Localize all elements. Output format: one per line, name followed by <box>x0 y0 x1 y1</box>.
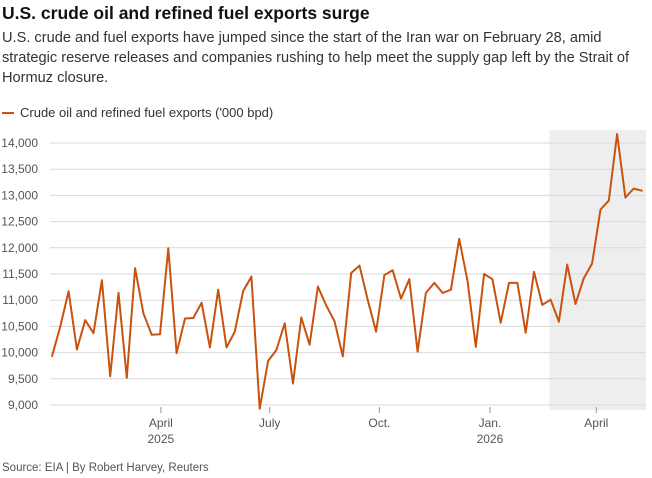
data-point <box>317 285 319 288</box>
data-point <box>400 297 402 300</box>
chart-subtitle: U.S. crude and fuel exports have jumped … <box>2 30 630 86</box>
data-point <box>474 345 477 348</box>
data-point <box>159 333 161 336</box>
x-tick-label: Oct. <box>368 416 390 430</box>
data-point <box>150 333 153 336</box>
data-point <box>582 277 585 280</box>
data-point <box>624 196 627 199</box>
data-point <box>391 269 394 272</box>
data-point <box>175 352 178 354</box>
y-tick-label: 13,500 <box>1 162 38 176</box>
x-tick-label: April <box>584 416 608 430</box>
data-point <box>84 319 87 321</box>
shaded-period <box>549 130 646 410</box>
y-tick-label: 12,500 <box>1 215 38 229</box>
data-point <box>92 332 95 335</box>
data-point <box>125 376 128 379</box>
data-point <box>59 325 62 328</box>
data-point <box>275 349 278 351</box>
data-point <box>632 187 635 190</box>
data-point <box>109 375 112 378</box>
series-line <box>51 133 643 410</box>
data-point <box>167 247 170 250</box>
data-point <box>524 331 527 334</box>
data-point <box>217 288 220 291</box>
data-point <box>483 273 485 275</box>
x-tick-label: Jan. <box>479 416 502 430</box>
y-tick-label: 9,000 <box>8 398 38 412</box>
data-point <box>591 262 593 265</box>
data-point <box>549 298 552 301</box>
data-point <box>51 355 53 358</box>
data-point <box>192 317 195 319</box>
data-point <box>366 299 369 302</box>
data-point <box>441 292 444 294</box>
data-point <box>541 304 544 306</box>
source-note: Source: EIA | By Robert Harvey, Reuters <box>2 462 209 474</box>
data-point <box>134 267 137 270</box>
data-point <box>466 279 469 282</box>
data-point <box>533 271 535 273</box>
legend-swatch <box>2 111 14 114</box>
data-point <box>292 382 294 385</box>
data-point <box>607 199 610 202</box>
data-point <box>450 288 452 291</box>
data-point <box>258 407 261 410</box>
y-tick-label: 10,500 <box>1 319 38 333</box>
y-tick-label: 11,500 <box>2 267 38 281</box>
data-point <box>558 320 560 323</box>
data-point <box>308 343 311 346</box>
legend: Crude oil and refined fuel exports ('000… <box>2 105 273 120</box>
x-tick-label: July <box>259 416 280 430</box>
data-point <box>458 238 461 240</box>
data-point <box>425 292 427 294</box>
data-point <box>416 350 419 353</box>
data-point <box>499 321 502 324</box>
data-point <box>333 320 336 323</box>
data-point <box>491 278 494 281</box>
data-point <box>383 274 386 276</box>
data-point <box>375 330 377 333</box>
data-point <box>574 303 577 305</box>
data-point <box>233 330 236 333</box>
data-point <box>408 278 411 281</box>
y-tick-label: 12,000 <box>1 241 38 255</box>
y-tick-label: 9,500 <box>8 372 38 386</box>
data-point <box>300 316 303 319</box>
data-point <box>358 264 361 267</box>
data-point <box>250 275 253 278</box>
y-tick-label: 11,000 <box>2 293 38 307</box>
data-point <box>225 346 228 349</box>
data-point <box>433 282 436 284</box>
data-point <box>516 282 519 284</box>
data-point <box>616 133 618 136</box>
y-tick-label: 10,000 <box>1 346 38 360</box>
y-tick-label: 14,000 <box>1 136 38 150</box>
legend-label: Crude oil and refined fuel exports ('000… <box>20 105 274 120</box>
x-tick-label: April <box>149 416 173 430</box>
data-point <box>76 348 78 351</box>
data-point <box>142 312 145 315</box>
data-point <box>101 279 103 282</box>
data-point <box>350 272 353 274</box>
chart-title: U.S. crude oil and refined fuel exports … <box>2 3 370 23</box>
data-point <box>508 282 510 284</box>
y-tick-label: 13,000 <box>1 188 38 202</box>
data-point <box>67 290 70 293</box>
data-point <box>200 301 203 304</box>
data-point <box>641 189 643 192</box>
data-point <box>267 360 269 362</box>
data-point <box>341 355 344 358</box>
data-point <box>117 292 120 294</box>
data-point <box>242 290 245 293</box>
data-point <box>599 208 602 211</box>
data-point <box>184 317 186 320</box>
x-tick-sublabel: 2026 <box>477 432 504 446</box>
data-point <box>325 304 328 307</box>
data-point <box>209 346 211 349</box>
data-point <box>283 322 286 325</box>
data-point <box>566 263 569 266</box>
x-tick-sublabel: 2025 <box>148 432 175 446</box>
